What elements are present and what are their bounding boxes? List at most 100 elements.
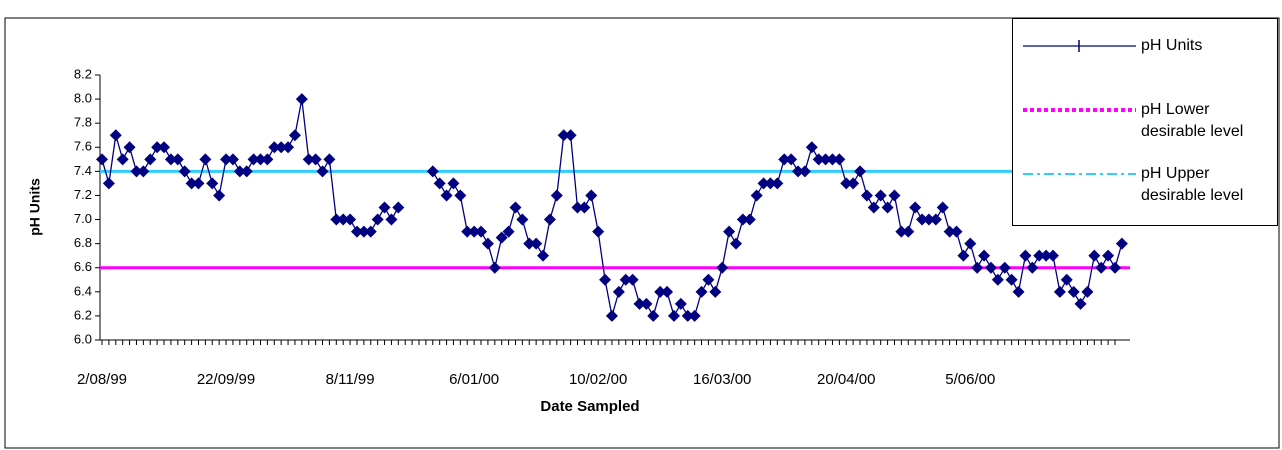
data-point — [736, 213, 749, 226]
data-point — [978, 249, 991, 262]
data-point — [847, 177, 860, 190]
data-point — [378, 201, 391, 214]
data-point — [902, 225, 915, 238]
legend-swatch — [1023, 173, 1136, 175]
data-point — [509, 201, 522, 214]
legend: pH Units pH Lower desirable level pH Upper… — [1012, 18, 1278, 226]
data-point — [220, 153, 233, 166]
legend-label: pH Lower desirable level — [1141, 101, 1244, 140]
data-point — [240, 165, 253, 178]
y-tick-label: 8.0 — [74, 91, 92, 106]
data-point — [550, 189, 563, 202]
data-point — [557, 129, 570, 142]
data-point — [488, 261, 501, 274]
data-point — [1074, 297, 1087, 310]
data-point — [826, 153, 839, 166]
data-point — [357, 225, 370, 238]
data-point — [805, 141, 818, 154]
data-point — [481, 237, 494, 250]
legend-entry: pH Units — [1021, 35, 1271, 95]
y-tick-label: 7.8 — [74, 115, 92, 130]
data-point — [792, 165, 805, 178]
data-point — [233, 165, 246, 178]
data-point — [213, 189, 226, 202]
data-point — [109, 129, 122, 142]
data-point — [288, 129, 301, 142]
data-point — [475, 225, 488, 238]
data-point — [226, 153, 239, 166]
x-tick-label: 5/06/00 — [945, 371, 995, 388]
data-point — [571, 201, 584, 214]
data-point — [833, 153, 846, 166]
x-tick-label: 6/01/00 — [449, 371, 499, 388]
legend-label: pH Units — [1141, 37, 1203, 54]
data-point — [206, 177, 219, 190]
data-point — [199, 153, 212, 166]
data-point — [750, 189, 763, 202]
data-point — [771, 177, 784, 190]
data-point — [1033, 249, 1046, 262]
data-point — [164, 153, 177, 166]
data-point — [350, 225, 363, 238]
data-point — [1109, 261, 1121, 274]
legend-swatch — [1023, 108, 1136, 112]
data-point — [661, 285, 674, 298]
data-point — [137, 165, 150, 178]
data-point — [268, 141, 281, 154]
y-tick-label: 8.2 — [74, 66, 92, 81]
y-tick-label: 6.0 — [74, 331, 92, 346]
y-tick-label: 7.4 — [74, 163, 92, 178]
data-point — [130, 165, 143, 178]
data-point — [654, 285, 667, 298]
data-point — [667, 309, 680, 322]
data-point — [495, 231, 508, 244]
data-line — [101, 98, 1123, 318]
data-point — [812, 153, 825, 166]
data-point — [151, 141, 164, 154]
data-point — [530, 237, 543, 250]
data-point — [723, 225, 736, 238]
data-point — [171, 153, 184, 166]
legend-entry: pH Upper desirable level — [1021, 163, 1271, 223]
data-point — [96, 153, 108, 166]
x-tick-label: 10/02/00 — [569, 371, 627, 388]
data-point — [922, 213, 935, 226]
data-point — [247, 153, 260, 166]
y-tick-label: 7.0 — [74, 211, 92, 226]
data-point — [916, 213, 929, 226]
data-point — [957, 249, 970, 262]
data-point — [647, 309, 660, 322]
data-point — [323, 153, 336, 166]
data-point — [102, 177, 115, 190]
data-point — [295, 93, 308, 106]
data-point — [688, 309, 701, 322]
data-point — [1095, 261, 1108, 274]
data-point — [702, 273, 715, 286]
y-axis-label: pH Units — [27, 178, 43, 236]
data-point — [502, 225, 515, 238]
data-point — [523, 237, 536, 250]
data-point — [1088, 249, 1101, 262]
data-point — [330, 213, 343, 226]
y-tick-label: 6.6 — [74, 259, 92, 274]
data-point — [316, 165, 329, 178]
data-point — [426, 165, 439, 178]
data-point — [998, 261, 1011, 274]
data-point — [854, 165, 867, 178]
data-point — [605, 309, 618, 322]
data-point — [123, 141, 136, 154]
data-point — [895, 225, 908, 238]
data-point — [468, 225, 481, 238]
data-point — [302, 153, 315, 166]
data-point — [282, 141, 295, 154]
data-point — [950, 225, 963, 238]
data-point — [309, 153, 322, 166]
data-point — [344, 213, 357, 226]
data-point — [433, 177, 446, 190]
data-point — [192, 177, 205, 190]
data-point — [1012, 285, 1025, 298]
data-point — [144, 153, 157, 166]
legend-label: pH Upper desirable level — [1141, 165, 1244, 204]
data-point — [619, 273, 632, 286]
